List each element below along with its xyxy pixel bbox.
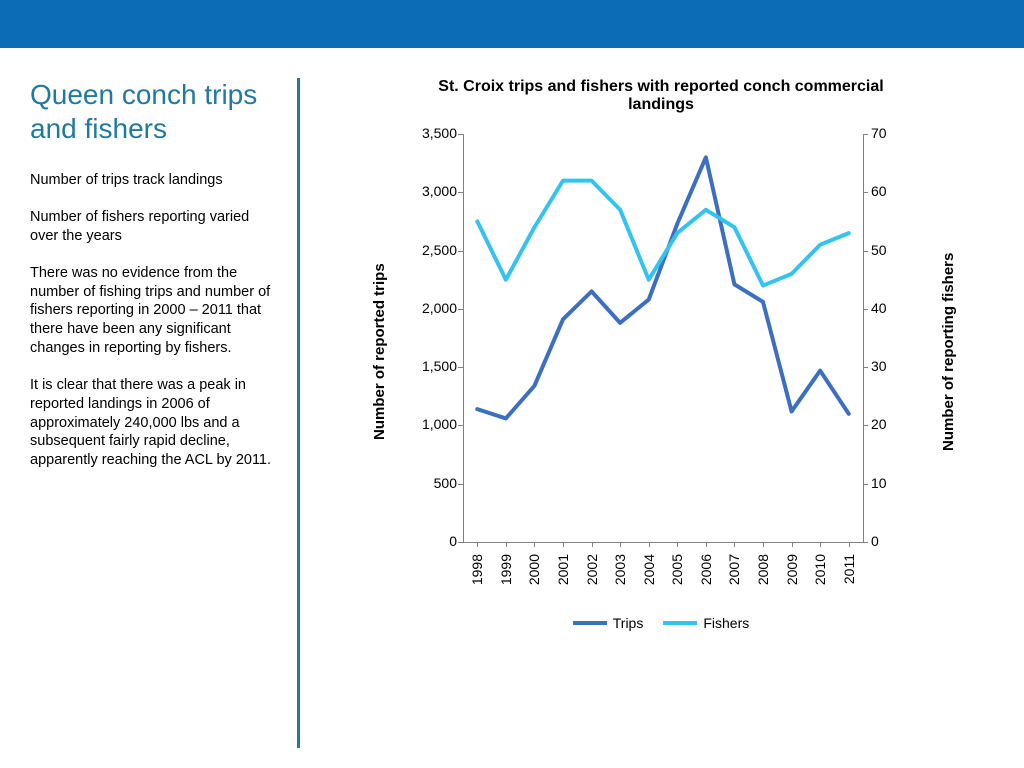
body-paragraph: There was no evidence from the number of…: [30, 264, 275, 358]
y-axis-right-label: Number of reporting fishers: [940, 182, 957, 522]
legend-swatch: [663, 621, 697, 625]
series-trips: [477, 157, 848, 418]
legend-swatch: [573, 621, 607, 625]
body-paragraph: Number of trips track landings: [30, 171, 275, 190]
top-bar: [0, 0, 1024, 48]
body-paragraph: Number of fishers reporting varied over …: [30, 208, 275, 246]
page-title: Queen conch trips and fishers: [30, 78, 275, 145]
legend-item: Fishers: [663, 615, 749, 631]
content-area: Queen conch trips and fishers Number of …: [30, 78, 994, 748]
body-paragraph: It is clear that there was a peak in rep…: [30, 376, 275, 470]
legend-label: Fishers: [703, 615, 749, 631]
chart-container: Number of reported trips Number of repor…: [381, 122, 941, 652]
chart-lines: [381, 122, 941, 652]
series-fishers: [477, 181, 848, 286]
paragraph-list: Number of trips track landings Number of …: [30, 171, 275, 470]
right-column: St. Croix trips and fishers with reporte…: [300, 78, 994, 748]
chart-title: St. Croix trips and fishers with reporte…: [411, 78, 911, 114]
legend-item: Trips: [573, 615, 644, 631]
legend: Trips Fishers: [381, 612, 941, 631]
left-column: Queen conch trips and fishers Number of …: [30, 78, 300, 748]
legend-label: Trips: [613, 615, 644, 631]
